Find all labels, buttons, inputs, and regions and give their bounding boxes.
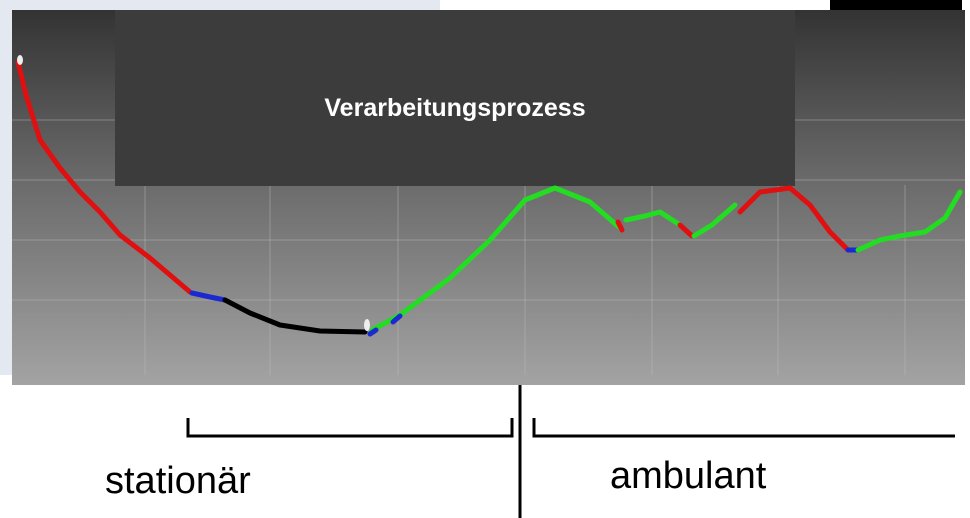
brackets (186, 385, 955, 518)
title: Verarbeitungsprozess (324, 94, 585, 122)
title-box (115, 10, 795, 186)
label-stationaer: stationär (105, 460, 251, 502)
top-bar (830, 0, 962, 13)
curve (15, 55, 963, 337)
label-ambulant: ambulant (610, 455, 767, 497)
